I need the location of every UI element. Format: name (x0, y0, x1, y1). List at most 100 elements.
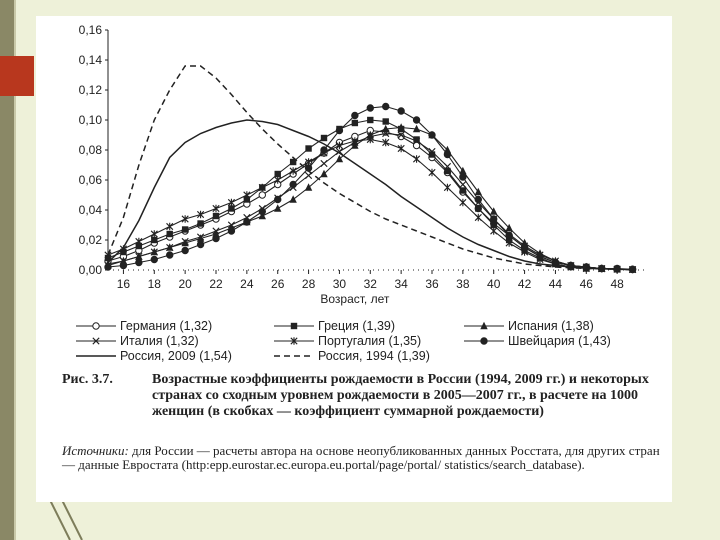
data-point-5 (258, 207, 266, 216)
data-point-4 (443, 183, 452, 192)
data-point-1 (166, 230, 173, 238)
data-point-5 (227, 227, 236, 235)
figure-label: Рис. 3.7. (62, 372, 113, 387)
data-point-1 (382, 118, 389, 125)
data-point-3 (428, 147, 436, 156)
data-point-5 (104, 263, 112, 271)
x-tick-label: 46 (580, 277, 594, 291)
data-point-4 (366, 135, 374, 144)
data-point-2 (412, 124, 421, 133)
data-point-1 (212, 212, 220, 220)
data-point-5 (428, 131, 436, 139)
data-point-5 (536, 252, 544, 261)
data-point-2 (181, 238, 189, 247)
data-point-5 (490, 215, 498, 223)
decorative-left-bar (0, 0, 14, 540)
data-point-1 (197, 220, 204, 227)
data-point-2 (304, 183, 313, 191)
data-point-3 (412, 137, 421, 145)
data-point-4 (335, 141, 344, 150)
sources-label: Источники: (62, 443, 129, 458)
legend-swatch-marker (480, 337, 488, 345)
legend-entry: Швейцария (1,43) (508, 334, 611, 348)
data-point-4 (150, 230, 158, 238)
decorative-left-line (14, 0, 16, 540)
x-tick-label: 26 (271, 277, 285, 291)
x-tick-label: 38 (456, 277, 470, 291)
data-point-5 (351, 111, 359, 120)
x-tick-label: 16 (117, 277, 131, 291)
legend-entry: Италия (1,32) (120, 334, 199, 348)
data-point-1 (305, 145, 312, 152)
data-point-5 (382, 102, 390, 111)
data-point-3 (227, 221, 236, 229)
data-point-3 (443, 162, 452, 171)
data-point-1 (289, 158, 297, 166)
data-point-2 (459, 166, 467, 175)
x-tick-label: 30 (333, 277, 347, 291)
legend-entry: Германия (1,32) (120, 319, 212, 333)
y-tick-label: 0,08 (79, 143, 103, 157)
fertility-chart: 0,00 0,02 0,04 0,06 0,08 0,10 0,12 0,14 0,16 16 18… (76, 23, 648, 363)
data-point-5 (412, 116, 421, 124)
data-point-4 (412, 155, 421, 163)
data-point-3 (181, 237, 189, 246)
data-point-5 (243, 218, 251, 226)
data-point-1 (413, 136, 420, 143)
data-point-3 (166, 243, 174, 252)
data-point-4 (181, 215, 189, 223)
legend-entry: Греция (1,39) (318, 319, 395, 333)
data-point-4 (135, 237, 143, 246)
data-point-4 (289, 167, 297, 175)
y-tick-label: 0,16 (79, 23, 103, 37)
data-point-4 (474, 213, 482, 222)
data-point-2 (335, 154, 344, 163)
x-tick-label: 24 (240, 277, 254, 291)
data-point-5 (212, 234, 220, 243)
data-point-3 (196, 233, 205, 241)
y-tick-label: 0,12 (79, 83, 103, 97)
data-point-3 (212, 227, 220, 235)
x-tick-label: 42 (518, 277, 532, 291)
data-point-1 (351, 119, 359, 127)
data-point-4 (428, 168, 436, 177)
data-point-5 (181, 246, 189, 255)
legend-swatch-marker (290, 337, 298, 345)
data-point-1 (151, 236, 158, 244)
data-point-5 (335, 126, 344, 135)
y-tick-label: 0,00 (79, 263, 103, 277)
x-tick-label: 48 (610, 277, 624, 291)
data-point-3 (397, 131, 405, 139)
data-point-2 (490, 207, 498, 215)
y-tick-label: 0,10 (79, 113, 103, 127)
data-point-5 (366, 104, 374, 112)
slide-card: 0,00 0,02 0,04 0,06 0,08 0,10 0,12 0,14 0,16 16 18… (36, 16, 672, 502)
data-point-4 (459, 198, 467, 207)
x-tick-label: 34 (394, 277, 408, 291)
legend-entry: Испания (1,38) (508, 319, 594, 333)
data-point-2 (505, 223, 513, 232)
x-axis-title: Возраст, лет (320, 292, 390, 306)
data-point-1 (135, 242, 143, 250)
x-tick-label: 40 (487, 277, 501, 291)
data-point-5 (119, 261, 128, 270)
data-point-2 (320, 169, 328, 178)
x-tick-label: 22 (209, 277, 223, 291)
data-point-1 (181, 226, 189, 233)
y-tick-label: 0,06 (79, 173, 103, 187)
x-tick-label: 36 (425, 277, 439, 291)
data-point-5 (166, 251, 174, 259)
data-point-2 (196, 234, 205, 242)
data-point-4 (243, 191, 251, 199)
data-point-3 (459, 180, 467, 189)
x-tick-label: 20 (178, 277, 192, 291)
data-point-2 (274, 204, 282, 212)
data-point-1 (428, 151, 436, 158)
data-point-5 (135, 258, 143, 267)
legend-swatch-marker (92, 337, 100, 345)
data-point-3 (135, 252, 143, 261)
legend-swatch-marker (92, 322, 100, 330)
data-point-5 (505, 231, 513, 240)
data-point-5 (397, 107, 405, 115)
legend-entry: Россия, 2009 (1,54) (120, 349, 232, 363)
